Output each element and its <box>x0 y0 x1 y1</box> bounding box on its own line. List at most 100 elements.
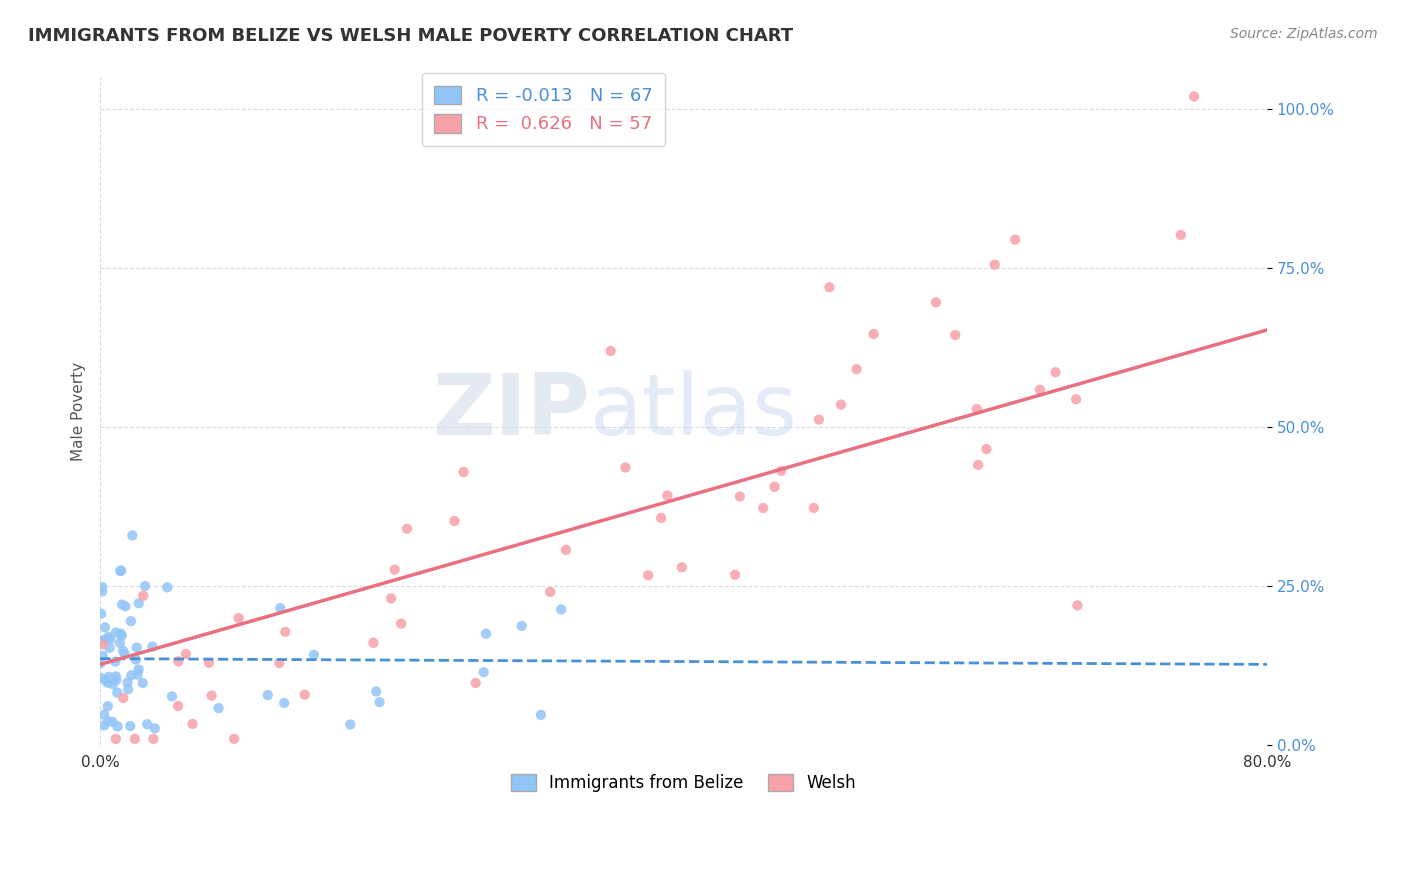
Point <box>94 673 117 688</box>
Point <box>845 362 868 376</box>
Point <box>101 714 124 729</box>
Y-axis label: Male Poverty: Male Poverty <box>72 362 86 461</box>
Point <box>91 580 114 594</box>
Point <box>89 657 111 671</box>
Point <box>472 665 495 680</box>
Point <box>90 607 112 621</box>
Point <box>104 625 127 640</box>
Point <box>366 684 388 698</box>
Point <box>167 699 190 714</box>
Point <box>1182 89 1205 103</box>
Point <box>1004 233 1026 247</box>
Text: atlas: atlas <box>591 370 799 453</box>
Point <box>224 731 246 746</box>
Legend: Immigrants from Belize, Welsh: Immigrants from Belize, Welsh <box>499 763 868 804</box>
Point <box>120 614 142 628</box>
Point <box>657 489 679 503</box>
Point <box>1170 227 1192 242</box>
Point <box>143 722 166 736</box>
Point <box>803 500 825 515</box>
Point <box>650 511 672 525</box>
Point <box>380 591 402 606</box>
Point <box>160 690 183 704</box>
Point <box>112 691 135 706</box>
Point <box>127 667 149 681</box>
Point <box>98 640 121 655</box>
Point <box>976 442 998 456</box>
Text: Source: ZipAtlas.com: Source: ZipAtlas.com <box>1230 27 1378 41</box>
Point <box>294 688 316 702</box>
Point <box>207 701 229 715</box>
Point <box>984 258 1007 272</box>
Point <box>105 673 128 687</box>
Point <box>105 685 128 699</box>
Point <box>93 707 115 722</box>
Point <box>104 655 127 669</box>
Point <box>274 624 297 639</box>
Point <box>136 717 159 731</box>
Point <box>114 599 136 614</box>
Point <box>97 714 120 729</box>
Point <box>120 719 142 733</box>
Point <box>302 648 325 662</box>
Point <box>818 280 841 294</box>
Point <box>967 458 990 472</box>
Point <box>117 682 139 697</box>
Point <box>395 522 418 536</box>
Point <box>94 632 117 647</box>
Point <box>555 542 578 557</box>
Point <box>966 402 988 417</box>
Point <box>1045 365 1067 379</box>
Point <box>91 648 114 663</box>
Point <box>174 647 197 661</box>
Point <box>107 719 129 733</box>
Point <box>90 671 112 685</box>
Point <box>228 611 250 625</box>
Point <box>384 563 406 577</box>
Point <box>770 464 793 478</box>
Point <box>256 688 278 702</box>
Point <box>104 731 127 746</box>
Point <box>128 663 150 677</box>
Point <box>156 580 179 594</box>
Point <box>124 731 146 746</box>
Point <box>97 670 120 684</box>
Point <box>671 560 693 574</box>
Point <box>93 718 115 732</box>
Point <box>91 584 114 599</box>
Point <box>117 675 139 690</box>
Point <box>724 567 747 582</box>
Point <box>550 602 572 616</box>
Point <box>510 619 533 633</box>
Point <box>114 647 136 661</box>
Point <box>475 626 498 640</box>
Point <box>599 343 621 358</box>
Point <box>363 636 385 650</box>
Point <box>464 676 486 690</box>
Point <box>269 601 291 615</box>
Point <box>104 669 127 683</box>
Point <box>167 654 190 668</box>
Point <box>752 500 775 515</box>
Point <box>112 643 135 657</box>
Point <box>925 295 948 310</box>
Point <box>389 616 412 631</box>
Point <box>637 568 659 582</box>
Point <box>273 696 295 710</box>
Point <box>142 731 165 746</box>
Point <box>763 480 786 494</box>
Point <box>943 328 966 343</box>
Point <box>110 564 132 578</box>
Point <box>97 699 120 714</box>
Point <box>93 633 115 648</box>
Point <box>94 620 117 634</box>
Point <box>198 656 221 670</box>
Point <box>120 668 142 682</box>
Point <box>111 629 134 643</box>
Point <box>614 460 637 475</box>
Point <box>807 412 830 426</box>
Point <box>181 717 204 731</box>
Point <box>110 564 132 578</box>
Point <box>108 636 131 650</box>
Point <box>132 589 155 603</box>
